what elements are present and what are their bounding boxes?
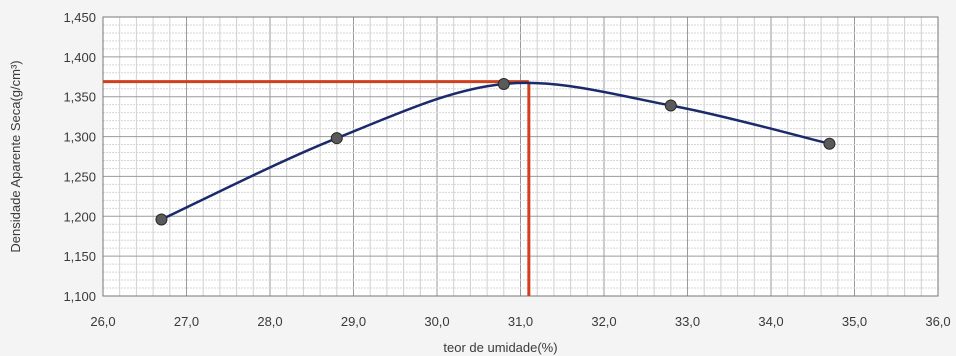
y-tick-label: 1,300: [63, 130, 96, 145]
x-tick-label: 34,0: [758, 314, 783, 329]
x-tick-labels: 26,0 27,0 28,0 29,0 30,0 31,0 32,0 33,0 34,0 35,0…: [90, 314, 950, 329]
data-point: [823, 137, 836, 150]
x-tick-label: 27,0: [174, 314, 199, 329]
data-points: [155, 77, 836, 226]
x-tick-label: 33,0: [675, 314, 700, 329]
data-point: [330, 132, 343, 145]
y-tick-labels: 1,100 1,150 1,200 1,250 1,300 1,350 1,400 1,450: [63, 10, 96, 304]
x-tick-label: 31,0: [508, 314, 533, 329]
y-tick-label: 1,200: [63, 209, 96, 224]
x-axis-label: teor de umidade(%): [443, 340, 557, 355]
x-tick-label: 36,0: [925, 314, 950, 329]
y-tick-label: 1,400: [63, 50, 96, 65]
y-tick-label: 1,100: [63, 289, 96, 304]
x-tick-label: 28,0: [257, 314, 282, 329]
x-tick-label: 32,0: [591, 314, 616, 329]
data-point: [497, 77, 510, 90]
x-tick-label: 29,0: [341, 314, 366, 329]
y-axis-label: Densidade Aparente Seca(g/cm³): [8, 60, 23, 252]
x-tick-label: 30,0: [424, 314, 449, 329]
data-point: [664, 99, 677, 112]
x-tick-label: 26,0: [90, 314, 115, 329]
data-point: [155, 213, 168, 226]
x-tick-label: 35,0: [842, 314, 867, 329]
y-tick-label: 1,250: [63, 169, 96, 184]
y-tick-label: 1,150: [63, 249, 96, 264]
plot-area-frame: [102, 16, 939, 297]
y-tick-label: 1,450: [63, 10, 96, 25]
y-tick-label: 1,350: [63, 90, 96, 105]
reference-lines: [103, 80, 531, 296]
